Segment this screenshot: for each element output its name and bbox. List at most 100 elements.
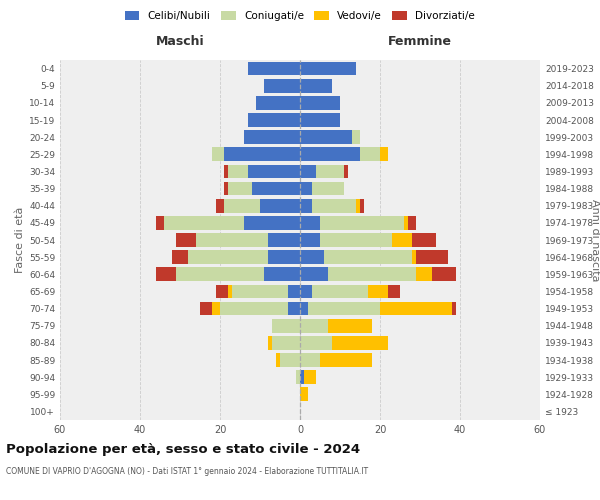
Bar bbox=[412, 233, 436, 247]
Bar bbox=[252, 182, 300, 196]
Bar bbox=[300, 96, 340, 110]
Bar bbox=[320, 216, 404, 230]
Bar bbox=[224, 199, 260, 212]
Bar bbox=[308, 302, 380, 316]
Bar bbox=[368, 284, 388, 298]
Text: Femmine: Femmine bbox=[388, 35, 452, 48]
Bar bbox=[296, 370, 300, 384]
Bar bbox=[320, 353, 372, 367]
Bar bbox=[416, 250, 448, 264]
Bar bbox=[300, 79, 332, 92]
Y-axis label: Fasce di età: Fasce di età bbox=[15, 207, 25, 273]
Bar bbox=[248, 113, 300, 127]
Bar bbox=[216, 199, 224, 212]
Bar bbox=[200, 302, 212, 316]
Bar bbox=[316, 164, 344, 178]
Bar bbox=[248, 164, 300, 178]
Bar bbox=[300, 268, 328, 281]
Bar bbox=[244, 130, 300, 144]
Bar bbox=[416, 268, 432, 281]
Bar bbox=[300, 370, 304, 384]
Bar bbox=[300, 319, 328, 332]
Bar bbox=[412, 250, 416, 264]
Bar bbox=[288, 284, 300, 298]
Bar bbox=[268, 336, 272, 349]
Bar bbox=[356, 199, 360, 212]
Bar bbox=[300, 62, 356, 76]
Bar bbox=[268, 250, 300, 264]
Bar bbox=[352, 130, 360, 144]
Bar bbox=[328, 319, 372, 332]
Bar bbox=[228, 182, 252, 196]
Bar bbox=[344, 164, 348, 178]
Bar bbox=[212, 148, 224, 161]
Bar bbox=[392, 233, 412, 247]
Bar bbox=[228, 284, 232, 298]
Bar bbox=[300, 164, 316, 178]
Bar bbox=[360, 199, 364, 212]
Bar bbox=[272, 319, 300, 332]
Bar bbox=[228, 164, 248, 178]
Bar bbox=[172, 250, 188, 264]
Bar bbox=[432, 268, 456, 281]
Bar bbox=[224, 164, 228, 178]
Text: COMUNE DI VAPRIO D'AGOGNA (NO) - Dati ISTAT 1° gennaio 2024 - Elaborazione TUTTI: COMUNE DI VAPRIO D'AGOGNA (NO) - Dati IS… bbox=[6, 468, 368, 476]
Bar bbox=[312, 284, 368, 298]
Bar bbox=[156, 216, 164, 230]
Bar bbox=[380, 302, 452, 316]
Bar bbox=[452, 302, 456, 316]
Bar bbox=[300, 302, 308, 316]
Bar bbox=[300, 130, 352, 144]
Bar bbox=[332, 336, 388, 349]
Bar bbox=[300, 233, 320, 247]
Bar bbox=[164, 216, 244, 230]
Bar bbox=[260, 199, 300, 212]
Bar bbox=[288, 302, 300, 316]
Bar bbox=[244, 216, 300, 230]
Bar bbox=[312, 199, 356, 212]
Bar bbox=[248, 62, 300, 76]
Bar bbox=[312, 182, 344, 196]
Bar bbox=[300, 336, 332, 349]
Bar bbox=[304, 370, 316, 384]
Bar bbox=[320, 233, 392, 247]
Bar bbox=[300, 250, 324, 264]
Bar bbox=[380, 148, 388, 161]
Bar bbox=[156, 268, 176, 281]
Bar bbox=[300, 216, 320, 230]
Bar bbox=[224, 182, 228, 196]
Bar bbox=[360, 148, 380, 161]
Bar bbox=[188, 250, 268, 264]
Bar bbox=[404, 216, 408, 230]
Bar bbox=[328, 268, 416, 281]
Bar bbox=[264, 268, 300, 281]
Bar bbox=[300, 199, 312, 212]
Legend: Celibi/Nubili, Coniugati/e, Vedovi/e, Divorziati/e: Celibi/Nubili, Coniugati/e, Vedovi/e, Di… bbox=[122, 8, 478, 24]
Bar bbox=[212, 302, 220, 316]
Bar bbox=[388, 284, 400, 298]
Bar bbox=[196, 233, 268, 247]
Bar bbox=[216, 284, 228, 298]
Bar bbox=[176, 233, 196, 247]
Bar bbox=[220, 302, 288, 316]
Bar bbox=[300, 388, 308, 401]
Bar bbox=[224, 148, 300, 161]
Y-axis label: Anni di nascita: Anni di nascita bbox=[590, 198, 599, 281]
Text: Popolazione per età, sesso e stato civile - 2024: Popolazione per età, sesso e stato civil… bbox=[6, 442, 360, 456]
Bar bbox=[232, 284, 288, 298]
Bar bbox=[280, 353, 300, 367]
Bar bbox=[268, 233, 300, 247]
Bar bbox=[276, 353, 280, 367]
Bar bbox=[300, 148, 360, 161]
Bar bbox=[300, 182, 312, 196]
Bar bbox=[408, 216, 416, 230]
Bar bbox=[300, 353, 320, 367]
Bar bbox=[176, 268, 264, 281]
Bar bbox=[300, 113, 340, 127]
Bar bbox=[256, 96, 300, 110]
Bar bbox=[272, 336, 300, 349]
Bar bbox=[324, 250, 412, 264]
Bar bbox=[300, 284, 312, 298]
Bar bbox=[264, 79, 300, 92]
Text: Maschi: Maschi bbox=[155, 35, 205, 48]
